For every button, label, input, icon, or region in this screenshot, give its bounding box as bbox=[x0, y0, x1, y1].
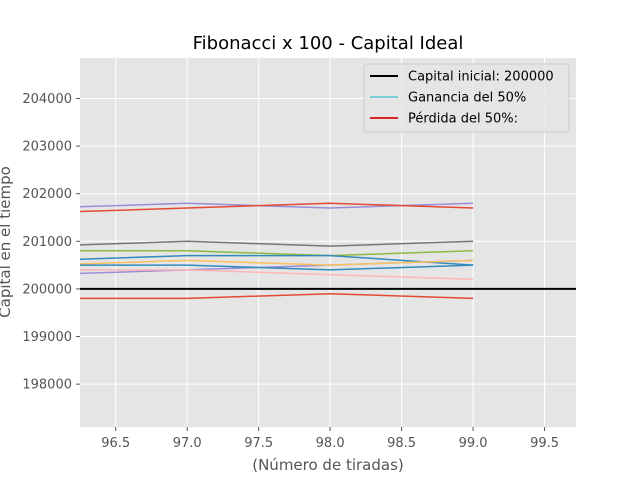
series-line-4 bbox=[80, 250, 474, 257]
x-tick-labels: 96.5 97.0 97.5 98.0 98.5 99.0 99.5 bbox=[101, 427, 559, 451]
legend: Capital inicial: 200000 Ganancia del 50%… bbox=[363, 63, 570, 133]
series-line-10 bbox=[80, 292, 474, 300]
y-tick-label: 201000 bbox=[22, 235, 72, 250]
y-tick-labels: 198000 199000 200000 201000 202000 203000 2040… bbox=[22, 92, 80, 393]
x-tick-label: 98.5 bbox=[387, 436, 416, 451]
y-tick-label: 204000 bbox=[22, 92, 72, 107]
legend-label-perdida: Pérdida del 50%: bbox=[408, 112, 518, 127]
series-line-5 bbox=[80, 254, 474, 266]
x-tick-label: 99.5 bbox=[530, 436, 559, 451]
x-tick-label: 98.0 bbox=[316, 436, 345, 451]
y-axis-label: Capital en el tiempo bbox=[0, 166, 14, 318]
chart-title: Fibonacci x 100 - Capital Ideal bbox=[193, 33, 464, 54]
legend-label-capital: Capital inicial: 200000 bbox=[408, 70, 554, 85]
legend-box bbox=[363, 63, 570, 133]
y-tick-label: 199000 bbox=[22, 330, 72, 345]
y-tick-label: 198000 bbox=[22, 378, 72, 393]
series-line-8 bbox=[80, 264, 474, 271]
y-tick-label: 200000 bbox=[22, 282, 72, 297]
x-tick-label: 97.0 bbox=[173, 436, 202, 451]
series-lines bbox=[80, 202, 474, 300]
x-tick-label: 99.0 bbox=[459, 436, 488, 451]
y-tick-label: 202000 bbox=[22, 187, 72, 202]
series-line-7 bbox=[80, 259, 474, 266]
series-line-2 bbox=[80, 202, 474, 213]
series-line-9 bbox=[80, 269, 474, 281]
legend-label-ganancia: Ganancia del 50% bbox=[408, 91, 526, 106]
x-tick-label: 97.5 bbox=[244, 436, 273, 451]
y-tick-label: 203000 bbox=[22, 140, 72, 155]
x-tick-label: 96.5 bbox=[101, 436, 130, 451]
x-axis-label: (Número de tiradas) bbox=[252, 456, 404, 474]
series-line-3 bbox=[80, 240, 474, 247]
